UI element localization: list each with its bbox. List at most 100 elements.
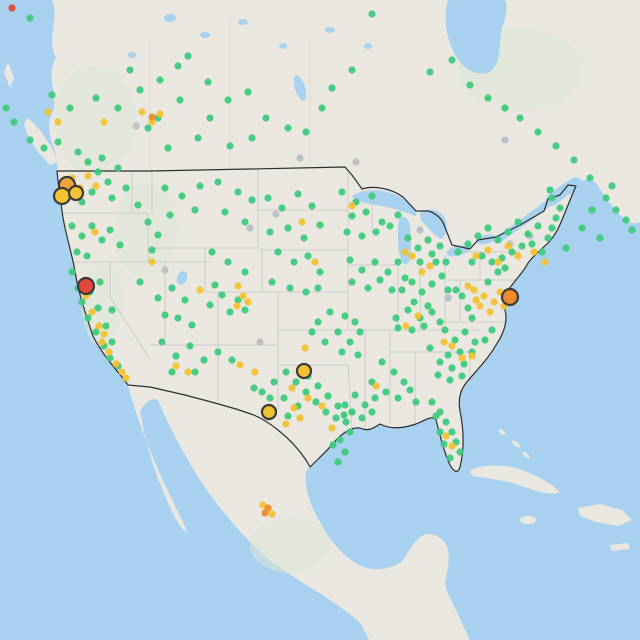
station-marker-green[interactable] [206, 301, 214, 309]
station-marker-green[interactable] [356, 328, 364, 336]
station-marker-yellow[interactable] [440, 338, 448, 346]
station-marker-green[interactable] [68, 222, 76, 230]
station-marker-green[interactable] [408, 326, 416, 334]
station-marker-green[interactable] [586, 174, 594, 182]
station-marker-yellow[interactable] [172, 362, 180, 370]
station-marker-green[interactable] [518, 242, 526, 250]
station-marker-yellow[interactable] [290, 404, 298, 412]
station-marker-green[interactable] [446, 454, 454, 462]
station-marker-green[interactable] [418, 288, 426, 296]
station-marker-green[interactable] [114, 104, 122, 112]
station-marker-yellow[interactable] [408, 252, 416, 260]
station-marker-gray[interactable] [132, 122, 140, 130]
station-marker-yellow[interactable] [100, 330, 108, 338]
station-marker-green[interactable] [390, 368, 398, 376]
station-marker-green[interactable] [94, 304, 102, 312]
station-marker-yellow[interactable] [304, 394, 312, 402]
station-marker-green[interactable] [294, 190, 302, 198]
station-marker-green[interactable] [241, 268, 249, 276]
station-marker-green[interactable] [578, 224, 586, 232]
station-marker-green[interactable] [501, 104, 509, 112]
station-marker-yellow[interactable] [472, 252, 480, 260]
station-marker-green[interactable] [268, 278, 276, 286]
station-marker-green[interactable] [484, 278, 492, 286]
station-marker-green[interactable] [224, 96, 232, 104]
station-marker-yellow[interactable] [348, 202, 356, 210]
station-marker-green[interactable] [348, 66, 356, 74]
station-marker-green[interactable] [428, 280, 436, 288]
station-marker-green[interactable] [488, 258, 496, 266]
station-marker-green[interactable] [410, 298, 418, 306]
station-marker-yellow[interactable] [239, 292, 247, 300]
station-marker-yellow[interactable] [418, 268, 426, 276]
station-marker-green[interactable] [362, 208, 370, 216]
station-marker-green[interactable] [228, 356, 236, 364]
station-marker-green[interactable] [440, 440, 448, 448]
station-marker-green[interactable] [108, 338, 116, 346]
station-marker-green[interactable] [378, 218, 386, 226]
station-marker-green[interactable] [136, 278, 144, 286]
station-marker-green[interactable] [108, 194, 116, 202]
station-marker-yellow[interactable] [236, 361, 244, 369]
station-marker-green[interactable] [466, 81, 474, 89]
station-marker-green[interactable] [158, 338, 166, 346]
station-marker-green[interactable] [516, 114, 524, 122]
station-marker-green[interactable] [426, 68, 434, 76]
station-marker-gray[interactable] [444, 294, 452, 302]
station-marker-yellow[interactable] [458, 354, 466, 362]
station-marker-green[interactable] [96, 278, 104, 286]
station-marker-green[interactable] [104, 178, 112, 186]
station-marker-green[interactable] [394, 211, 402, 219]
station-marker-green[interactable] [464, 240, 472, 248]
station-marker-green[interactable] [178, 192, 186, 200]
station-marker-yellow[interactable] [196, 286, 204, 294]
station-marker-green[interactable] [494, 268, 502, 276]
station-marker-green[interactable] [302, 288, 310, 296]
station-marker-green[interactable] [358, 414, 366, 422]
station-marker-green[interactable] [442, 418, 450, 426]
station-marker-green[interactable] [154, 231, 162, 239]
station-marker-green[interactable] [248, 134, 256, 142]
station-marker-green[interactable] [602, 194, 610, 202]
station-marker-green[interactable] [628, 226, 636, 234]
station-marker-green[interactable] [394, 258, 402, 266]
station-marker-yellow[interactable] [486, 308, 494, 316]
station-marker-green[interactable] [368, 10, 376, 18]
station-marker-green[interactable] [456, 448, 464, 456]
station-marker-green[interactable] [346, 428, 354, 436]
station-marker-green[interactable] [332, 414, 340, 422]
station-marker-gray[interactable] [296, 154, 304, 162]
station-marker-green[interactable] [404, 234, 412, 242]
station-marker-green[interactable] [211, 281, 219, 289]
station-marker-large[interactable] [295, 362, 313, 380]
station-marker-green[interactable] [548, 194, 556, 202]
station-marker-green[interactable] [451, 336, 459, 344]
station-marker-yellow[interactable] [426, 262, 434, 270]
station-marker-green[interactable] [608, 182, 616, 190]
station-marker-green[interactable] [166, 211, 174, 219]
station-marker-yellow[interactable] [233, 302, 241, 310]
station-marker-green[interactable] [48, 91, 56, 99]
station-marker-yellow[interactable] [148, 118, 156, 126]
station-marker-green[interactable] [438, 272, 446, 280]
station-marker-green[interactable] [126, 66, 134, 74]
station-marker-gray[interactable] [501, 136, 509, 144]
station-marker-green[interactable] [552, 142, 560, 150]
station-marker-green[interactable] [348, 278, 356, 286]
station-marker-green[interactable] [334, 402, 342, 410]
station-marker-green[interactable] [552, 214, 560, 222]
station-marker-green[interactable] [284, 124, 292, 132]
station-marker-orange[interactable] [261, 509, 269, 517]
station-marker-green[interactable] [326, 308, 334, 316]
station-marker-green[interactable] [394, 394, 402, 402]
station-marker-green[interactable] [372, 228, 380, 236]
station-marker-green[interactable] [414, 244, 422, 252]
station-marker-yellow[interactable] [54, 118, 62, 126]
station-marker-green[interactable] [508, 248, 516, 256]
station-marker-green[interactable] [382, 388, 390, 396]
station-marker-green[interactable] [304, 252, 312, 260]
station-marker-green[interactable] [286, 284, 294, 292]
station-marker-green[interactable] [351, 391, 359, 399]
station-marker-green[interactable] [314, 284, 322, 292]
station-marker-yellow[interactable] [328, 424, 336, 432]
